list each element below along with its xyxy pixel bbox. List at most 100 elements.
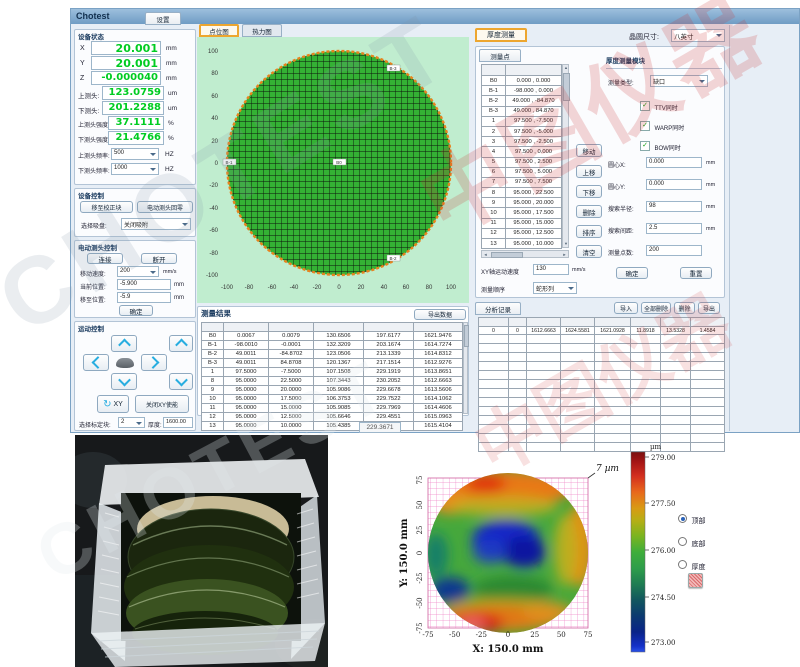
- tab-heat-map[interactable]: 热力图: [242, 24, 282, 37]
- points-row[interactable]: B0 0.000 , 0.000: [481, 74, 562, 87]
- results-row[interactable]: 9 95.0000 20.0000 105.9086 229.6678 1613.560…: [201, 385, 463, 395]
- wafer-point-map[interactable]: 100 80 60 40 20 0 -20 -40 -60 -80 -100 -…: [197, 37, 469, 303]
- points-row[interactable]: 7 97.500 , 7.500: [481, 176, 562, 189]
- module-field-input[interactable]: 2.5: [646, 223, 702, 234]
- points-row[interactable]: 2 97.500 , -5.000: [481, 125, 562, 138]
- point-down-button[interactable]: 下移: [576, 185, 602, 198]
- probe-zero-button[interactable]: 电动测头回零: [137, 201, 193, 213]
- module-field-input[interactable]: 200: [646, 245, 702, 256]
- view-bottom-option[interactable]: 底部: [678, 533, 705, 548]
- delete-button[interactable]: 删除: [674, 302, 695, 314]
- module-ok-button[interactable]: 确定: [616, 267, 648, 279]
- results-row[interactable]: 11 95.0000 15.0000 105.9085 229.7969 1614.46…: [201, 403, 463, 413]
- upper-freq-select[interactable]: 500: [111, 148, 159, 160]
- points-row[interactable]: 3 97.500 , -2.500: [481, 136, 562, 148]
- point-move-button[interactable]: 移动: [576, 144, 602, 157]
- xy-disable-button[interactable]: 关闭XY使能: [135, 395, 189, 413]
- z-down-button[interactable]: [169, 373, 193, 390]
- jog-left-button[interactable]: [83, 354, 109, 371]
- points-row[interactable]: B-2 49.000 , -84.870: [481, 95, 562, 107]
- module-reset-button[interactable]: 重置: [680, 267, 712, 279]
- xy-speed-field[interactable]: 130: [533, 264, 569, 275]
- target-pos-field[interactable]: -5.9: [117, 292, 171, 303]
- point-up-button[interactable]: 上移: [576, 165, 602, 178]
- radio-top-icon[interactable]: [678, 514, 687, 524]
- results-row[interactable]: 12 95.0000 12.5000 105.6646 229.4551 1615.09…: [201, 412, 463, 422]
- checkbox-check-icon[interactable]: ✓: [640, 100, 650, 111]
- disconnect-button[interactable]: 断开: [141, 253, 177, 264]
- xy-home-button[interactable]: ↻ XY: [97, 395, 129, 413]
- lower-freq-select[interactable]: 1000: [111, 163, 159, 175]
- order-select[interactable]: 蛇形列: [533, 282, 577, 294]
- point-delete-button[interactable]: 删除: [576, 205, 602, 218]
- module-field-input[interactable]: 98: [646, 201, 702, 212]
- points-row[interactable]: 12 95.000 , 12.500: [481, 227, 562, 240]
- points-row[interactable]: 6 97.500 , 5.000: [481, 166, 562, 178]
- checkbox-row[interactable]: ✓ TTV同时: [640, 97, 722, 112]
- connect-button[interactable]: 连接: [87, 253, 123, 264]
- export-data-button[interactable]: 导出数据: [414, 309, 466, 320]
- calib-block-select[interactable]: 2: [118, 417, 145, 428]
- measure-type-select[interactable]: 缺口: [650, 75, 708, 87]
- points-row[interactable]: B-3 49.000 , 84.870: [481, 105, 562, 117]
- points-hscrollbar[interactable]: ◄ ►: [481, 250, 569, 258]
- tab-settings[interactable]: 设置: [145, 12, 181, 25]
- module-field-input[interactable]: 0.000: [646, 157, 702, 168]
- points-tab[interactable]: 测量点: [479, 49, 521, 62]
- view-thickness-option[interactable]: 厚度: [678, 556, 705, 571]
- points-vscrollbar[interactable]: ▲ ▼: [562, 64, 570, 248]
- calibrate-button[interactable]: 移至校正块: [80, 201, 133, 213]
- scroll-up-icon[interactable]: ▲: [564, 65, 568, 70]
- checkbox-row[interactable]: ✓ BOW同时: [640, 137, 722, 152]
- points-row[interactable]: 8 95.000 , 22.500: [481, 187, 562, 199]
- point-sort-button[interactable]: 排序: [576, 225, 602, 238]
- pattern-swatch-button[interactable]: [688, 573, 703, 588]
- view-top-option[interactable]: 顶部: [678, 510, 705, 525]
- checkbox-check-icon[interactable]: ✓: [640, 120, 650, 131]
- jog-right-button[interactable]: [141, 354, 167, 371]
- points-row[interactable]: 4 97.500 , 0.000: [481, 146, 562, 158]
- radio-thickness-icon[interactable]: [678, 560, 687, 570]
- tab-point-map[interactable]: 点位图: [199, 24, 239, 37]
- thickness-tab[interactable]: 厚度测量: [475, 28, 527, 42]
- radio-bottom-icon[interactable]: [678, 537, 687, 547]
- points-table[interactable]: B0 0.000 , 0.000 B-1 -98.000 , 0.000 B-2 49.0…: [481, 64, 562, 250]
- import-button[interactable]: 导入: [614, 302, 638, 314]
- point-clear-button[interactable]: 清空: [576, 245, 602, 258]
- points-row[interactable]: 13 95.000 , 10.000: [481, 237, 562, 250]
- results-row[interactable]: 1 97.5000 -7.5000 107.1508 229.1919 1613.865…: [201, 367, 463, 377]
- results-row[interactable]: 10 95.0000 17.5000 106.3753 229.7522 1614.10…: [201, 394, 463, 404]
- checkbox-row[interactable]: ✓ WARP同时: [640, 117, 722, 132]
- jog-up-button[interactable]: [111, 335, 137, 352]
- z-up-button[interactable]: [169, 335, 193, 352]
- export-button[interactable]: 导出: [698, 302, 720, 314]
- checkbox-check-icon[interactable]: ✓: [640, 140, 650, 151]
- points-row[interactable]: B-1 -98.000 , 0.000: [481, 85, 562, 97]
- points-row[interactable]: 5 97.500 , 2.500: [481, 156, 562, 168]
- points-row[interactable]: 11 95.000 , 15.000: [481, 217, 562, 229]
- results-row[interactable]: B-1 -98.0010 -0.0001 132.3209 203.1674 1614.…: [201, 340, 463, 350]
- scroll-left-icon[interactable]: ◄: [483, 252, 488, 257]
- delete-all-button[interactable]: 全部删除: [641, 302, 671, 314]
- results-scrollbar[interactable]: [463, 322, 469, 414]
- results-table[interactable]: B0 0.0067 0.0079 130.6506 197.6177 1621.9476…: [201, 322, 463, 431]
- points-row[interactable]: 1 97.500 , -7.500: [481, 115, 562, 127]
- results-row[interactable]: 8 95.0000 22.5000 107.3443 230.2052 1612.666…: [201, 376, 463, 386]
- wafer-size-select[interactable]: 八英寸: [671, 29, 725, 42]
- points-row[interactable]: 9 95.000 , 20.000: [481, 197, 562, 209]
- scroll-right-icon[interactable]: ►: [562, 252, 567, 257]
- chuck-select[interactable]: 关闭吸附: [121, 218, 191, 230]
- scroll-down-icon[interactable]: ▼: [564, 241, 568, 246]
- results-row[interactable]: B-3 49.0011 84.8708 120.1367 217.1514 1612.9…: [201, 358, 463, 368]
- current-pos-field[interactable]: -5.900: [117, 279, 171, 290]
- jog-down-button[interactable]: [111, 373, 137, 390]
- module-field-input[interactable]: 0.000: [646, 179, 702, 190]
- probe-ok-button[interactable]: 确定: [119, 305, 153, 316]
- move-speed-select[interactable]: 200: [117, 266, 159, 277]
- results-row[interactable]: B0 0.0067 0.0079 130.6506 197.6177 1621.9476: [201, 331, 463, 341]
- results-row[interactable]: B-2 49.0011 -84.8702 123.0506 213.1339 1614.…: [201, 349, 463, 359]
- block-thickness-field[interactable]: 1600.00: [163, 417, 193, 428]
